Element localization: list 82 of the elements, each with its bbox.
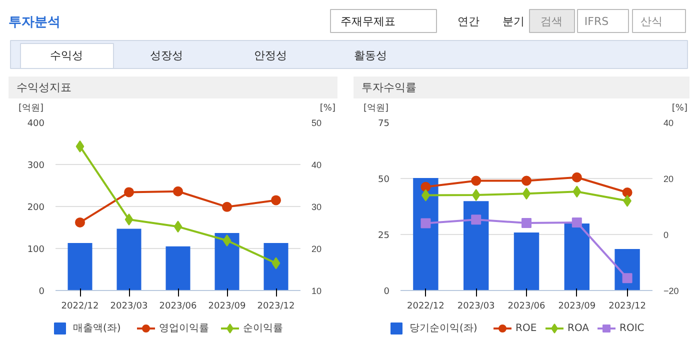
text: 분기: [502, 15, 524, 28]
y2-tick-label: 30: [312, 202, 322, 212]
legend-label: 순이익률: [243, 323, 283, 334]
text: 투자분석: [8, 15, 60, 30]
legend-label: ROA: [568, 323, 590, 334]
point: [622, 273, 632, 284]
legend-label: 매출액(좌): [73, 323, 121, 334]
y-tick-label: 75: [378, 119, 390, 129]
y-tick-label: 0: [38, 287, 45, 297]
point: [124, 214, 134, 226]
y-tick-label: 100: [27, 245, 45, 255]
bar: [514, 232, 540, 290]
text: IFRS: [584, 15, 609, 28]
point: [572, 217, 582, 228]
x-tick-label: 2023/03: [110, 302, 148, 312]
y-tick-label: 400: [27, 119, 45, 129]
chart-title: 수익성지표: [16, 81, 72, 94]
point: [75, 217, 85, 228]
point: [572, 186, 582, 198]
y-tick-label: 0: [384, 287, 390, 297]
point: [76, 140, 84, 152]
point: [124, 187, 134, 198]
y-tick-label: 25: [378, 231, 390, 241]
x-tick-label: 2023/12: [257, 302, 295, 312]
text: 산식: [640, 15, 662, 28]
x-tick-label: 2023/06: [508, 302, 546, 312]
y2-tick-label: −20: [664, 286, 679, 296]
y2-tick-label: 0: [664, 230, 669, 240]
x-tick-label: 2023/06: [159, 302, 197, 312]
y2-tick-label: 40: [312, 160, 322, 170]
legend-label: ROIC: [620, 323, 644, 334]
chart-title: 투자수익률: [362, 81, 416, 94]
bar: [464, 201, 489, 290]
legend-label: ROE: [516, 323, 537, 334]
y2-tick-label: 20: [664, 174, 674, 184]
text: 주재무제표: [340, 15, 396, 28]
text: 활동성: [354, 49, 387, 62]
point: [471, 176, 482, 186]
legend-label: 당기순이익(좌): [410, 323, 478, 334]
text: 안정성: [254, 49, 287, 62]
y-tick-label: 50: [378, 175, 390, 185]
point: [522, 188, 531, 200]
point: [420, 182, 431, 192]
text: 연간: [458, 15, 480, 28]
y-tick-label: 200: [27, 203, 45, 213]
y-axis-title: [억원]: [18, 104, 44, 114]
text: 검색: [540, 15, 562, 28]
point: [174, 220, 182, 233]
bar: [564, 224, 590, 290]
legend-label: 영업이익률: [159, 323, 209, 334]
text: 수익성: [50, 49, 83, 62]
y2-tick-label: 50: [312, 118, 322, 128]
y2-axis-title: [%]: [320, 104, 336, 114]
bar: [166, 246, 190, 290]
point: [271, 195, 281, 206]
point: [572, 172, 582, 182]
bar: [68, 243, 92, 290]
y-axis-title: [억원]: [364, 104, 389, 114]
y2-axis-title: [%]: [672, 104, 688, 114]
point: [472, 189, 480, 202]
point: [420, 218, 431, 228]
point: [522, 176, 532, 186]
point: [173, 186, 183, 196]
y2-tick-label: 20: [312, 244, 322, 254]
x-tick-label: 2022/12: [407, 302, 444, 312]
point: [222, 234, 232, 247]
x-tick-label: 2022/12: [61, 302, 99, 312]
x-tick-label: 2023/09: [558, 302, 596, 312]
bar: [116, 228, 142, 290]
x-tick-label: 2023/03: [457, 302, 495, 312]
bar: [214, 232, 240, 290]
x-tick-label: 2023/09: [208, 302, 246, 312]
point: [471, 214, 482, 225]
point: [522, 218, 532, 228]
y2-tick-label: 10: [312, 286, 322, 296]
point: [622, 188, 632, 198]
y2-tick-label: 40: [664, 118, 674, 128]
point: [222, 202, 232, 212]
y-tick-label: 300: [27, 161, 45, 171]
text: 성장성: [150, 49, 183, 62]
bar: [264, 243, 288, 290]
x-tick-label: 2023/12: [608, 302, 646, 312]
